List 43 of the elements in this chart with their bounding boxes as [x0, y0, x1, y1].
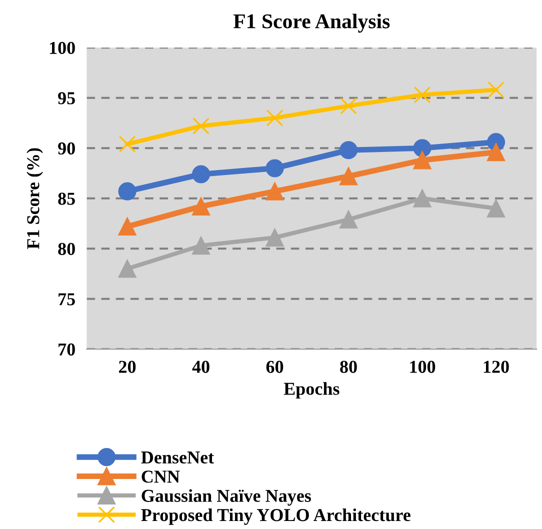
- point: [413, 139, 432, 158]
- x-tick-label: 40: [192, 360, 210, 373]
- point: [192, 236, 210, 255]
- point: [339, 210, 358, 229]
- point: [118, 260, 136, 278]
- point: [413, 151, 432, 170]
- y-tick-label: 100: [50, 42, 75, 54]
- point: [266, 228, 284, 247]
- x-tick-label: 20: [119, 360, 136, 373]
- point: [488, 81, 504, 98]
- point: [192, 197, 210, 216]
- legend-label: CNN: [142, 470, 180, 483]
- point: [118, 182, 136, 200]
- legend-label: DenseNet: [141, 452, 214, 464]
- point: [413, 189, 432, 208]
- point: [414, 86, 431, 104]
- y-tick-label: 70: [58, 343, 75, 356]
- point: [340, 97, 357, 114]
- point: [192, 165, 210, 184]
- x-tick-label: 120: [484, 360, 509, 373]
- point: [486, 143, 506, 162]
- y-tick-label: 75: [58, 293, 75, 306]
- y-tick-label: 95: [58, 92, 75, 104]
- point: [118, 217, 136, 236]
- point: [266, 109, 284, 126]
- chart-title: F1 Score Analysis: [233, 14, 390, 33]
- point: [486, 199, 506, 218]
- y-tick-label: 80: [58, 242, 75, 256]
- x-tick-label: 100: [410, 360, 436, 373]
- point: [266, 159, 284, 178]
- x-axis-title: Epochs: [284, 382, 340, 399]
- point: [339, 167, 358, 186]
- point: [339, 141, 358, 160]
- x-tick-label: 60: [266, 360, 284, 373]
- y-axis-title: F1 Score (%): [26, 148, 43, 250]
- point: [118, 136, 136, 153]
- point: [266, 182, 284, 200]
- y-tick-label: 90: [58, 142, 75, 155]
- legend-label: Proposed Tiny YOLO Architecture: [141, 508, 410, 525]
- legend-label: Gaussian Naïve Nayes: [142, 489, 311, 506]
- y-tick-label: 85: [58, 192, 75, 205]
- point: [192, 118, 210, 134]
- x-tick-label: 80: [340, 360, 357, 373]
